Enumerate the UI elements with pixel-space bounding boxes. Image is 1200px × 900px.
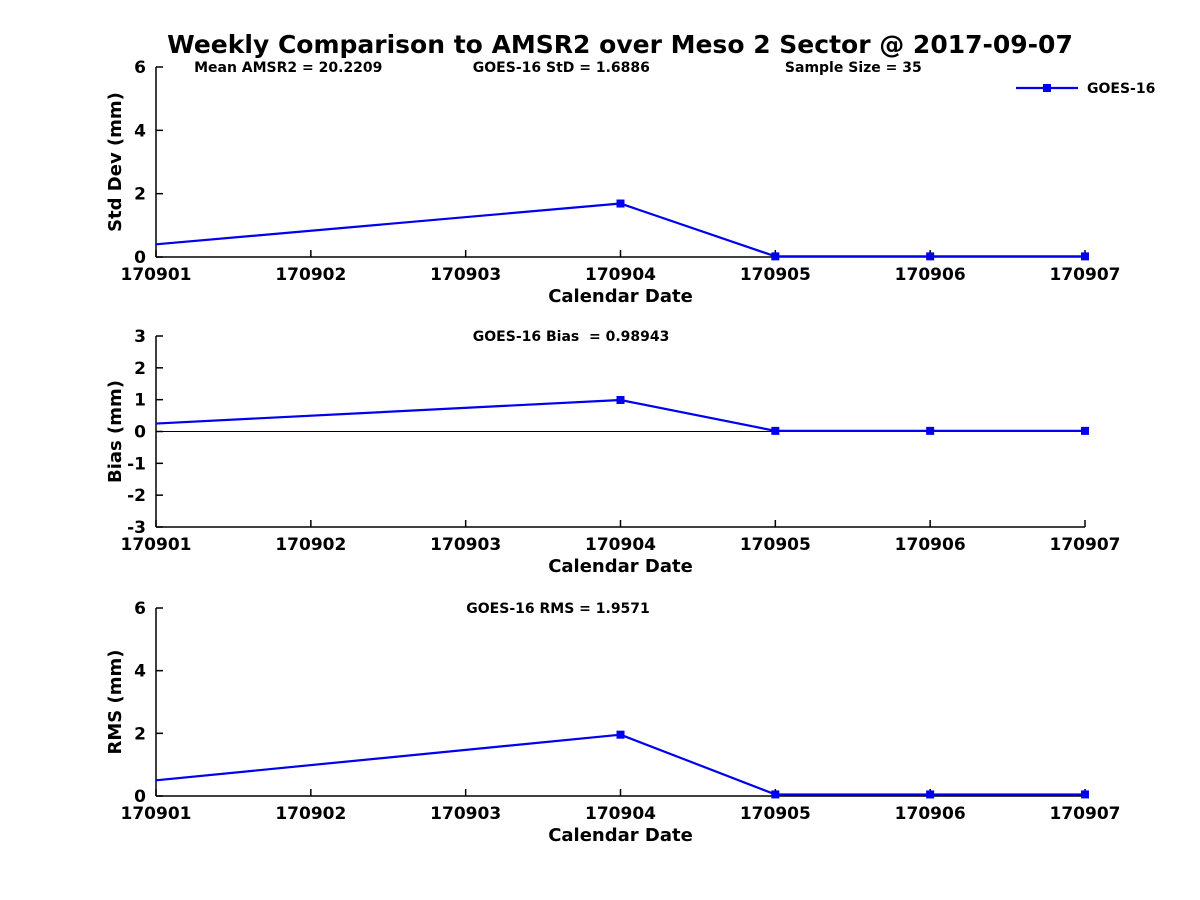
plot-annotation: Mean AMSR2 = 20.2209 bbox=[194, 60, 382, 76]
y-tick-label: 4 bbox=[134, 662, 146, 682]
x-tick-label: 170907 bbox=[1050, 804, 1121, 824]
y-tick-label: 1 bbox=[134, 391, 146, 411]
data-point-marker bbox=[1081, 426, 1089, 435]
data-point-marker bbox=[616, 396, 625, 405]
x-tick-label: 170905 bbox=[740, 804, 811, 824]
x-tick-label: 170906 bbox=[895, 535, 966, 555]
y-tick-label: 2 bbox=[134, 724, 146, 744]
y-tick-label: 2 bbox=[134, 359, 146, 379]
x-tick-label: 170902 bbox=[275, 535, 346, 555]
y-tick-label: 3 bbox=[134, 327, 146, 347]
data-point-marker bbox=[926, 790, 935, 799]
y-axis-title: Std Dev (mm) bbox=[105, 92, 126, 232]
data-point-marker bbox=[771, 790, 780, 799]
x-tick-label: 170903 bbox=[430, 265, 501, 285]
x-tick-label: 170903 bbox=[430, 535, 501, 555]
y-tick-label: 6 bbox=[134, 58, 146, 78]
x-tick-label: 170901 bbox=[121, 804, 192, 824]
x-axis-title: Calendar Date bbox=[548, 556, 693, 577]
y-tick-label: 6 bbox=[134, 599, 146, 619]
legend-marker bbox=[1043, 84, 1051, 92]
x-tick-label: 170906 bbox=[895, 265, 966, 285]
series-line-goes-16 bbox=[155, 733, 1085, 796]
y-tick-label: -2 bbox=[127, 486, 146, 506]
x-tick-label: 170907 bbox=[1050, 265, 1121, 285]
x-tick-label: 170901 bbox=[121, 265, 192, 285]
y-axis-title: RMS (mm) bbox=[105, 650, 126, 755]
plot-annotation: Sample Size = 35 bbox=[785, 60, 922, 76]
data-point-marker bbox=[771, 252, 780, 261]
plot-annotation: GOES-16 RMS = 1.9571 bbox=[466, 601, 650, 617]
x-tick-label: 170902 bbox=[275, 265, 346, 285]
x-tick-label: 170907 bbox=[1050, 535, 1121, 555]
data-point-marker bbox=[926, 252, 935, 261]
x-tick-label: 170902 bbox=[275, 804, 346, 824]
plot-std-dev: 0 2 4 6 170901 170902 170903 170904 170905 170906… bbox=[105, 58, 1155, 307]
series-line-goes-16 bbox=[155, 398, 1085, 432]
y-tick-label: 4 bbox=[134, 121, 146, 141]
x-tick-label: 170901 bbox=[121, 535, 192, 555]
data-point-marker bbox=[771, 426, 780, 435]
y-tick-label: -3 bbox=[127, 518, 146, 538]
y-tick-label: 0 bbox=[134, 423, 146, 443]
figure-title: Weekly Comparison to AMSR2 over Meso 2 S… bbox=[167, 30, 1073, 59]
series-line-goes-16 bbox=[155, 202, 1085, 258]
x-tick-label: 170906 bbox=[895, 804, 966, 824]
x-axis-title: Calendar Date bbox=[548, 286, 693, 307]
data-point-marker bbox=[1081, 790, 1089, 799]
x-tick-label: 170904 bbox=[585, 535, 656, 555]
y-tick-label: 0 bbox=[134, 787, 146, 807]
x-tick-label: 170905 bbox=[740, 535, 811, 555]
legend-label: GOES-16 bbox=[1087, 81, 1155, 97]
y-axis-title: Bias (mm) bbox=[105, 380, 126, 483]
data-point-marker bbox=[926, 426, 935, 435]
x-tick-label: 170904 bbox=[585, 265, 656, 285]
x-axis-title: Calendar Date bbox=[548, 825, 693, 846]
data-point-marker bbox=[1081, 252, 1089, 261]
legend: GOES-16 bbox=[1016, 81, 1155, 97]
data-point-marker bbox=[616, 199, 625, 208]
plot-annotation: GOES-16 StD = 1.6886 bbox=[473, 60, 650, 76]
data-point-marker bbox=[616, 730, 625, 739]
x-tick-label: 170905 bbox=[740, 265, 811, 285]
y-tick-label: 0 bbox=[134, 248, 146, 268]
y-tick-label: -1 bbox=[127, 454, 146, 474]
x-tick-label: 170904 bbox=[585, 804, 656, 824]
plot-annotation: GOES-16 Bias = 0.98943 bbox=[473, 329, 670, 345]
plot-rms: 0 2 4 6 170901 170902 170903 170904 170905 170906… bbox=[105, 599, 1120, 846]
x-tick-label: 170903 bbox=[430, 804, 501, 824]
y-tick-label: 2 bbox=[134, 185, 146, 205]
